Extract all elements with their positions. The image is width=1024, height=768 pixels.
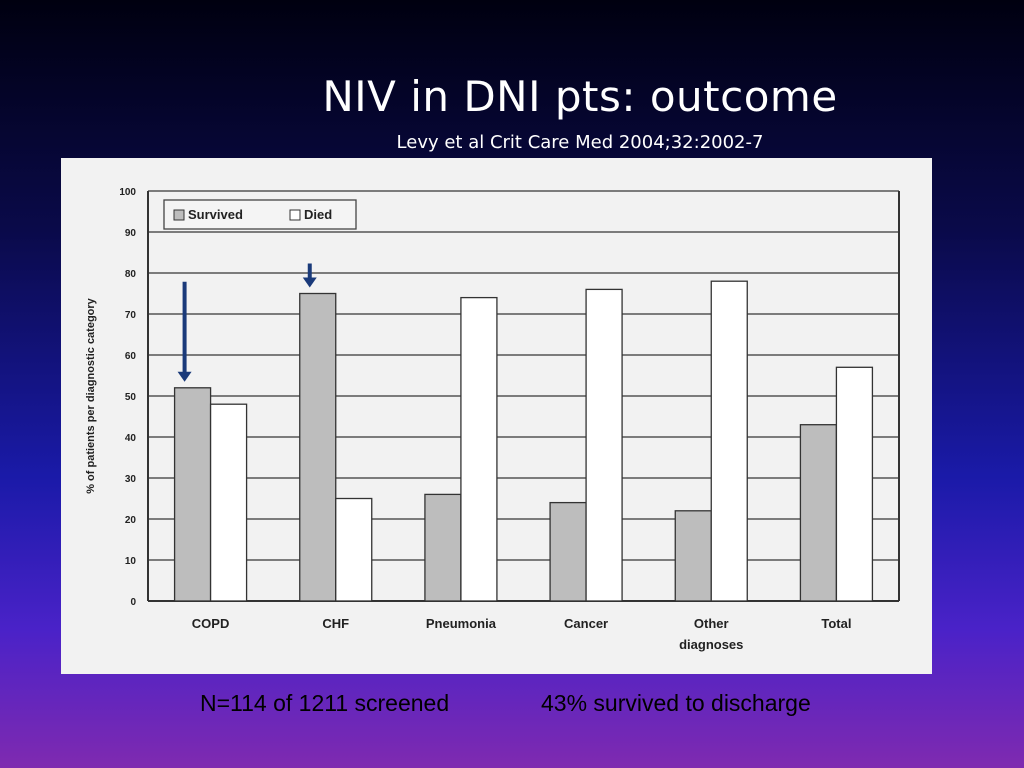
y-tick-label: 50 — [125, 392, 137, 403]
slide-title: NIV in DNI pts: outcome — [322, 72, 838, 121]
legend-swatch-survived — [173, 209, 185, 221]
x-tick-label: COPD — [192, 616, 230, 631]
slide-subtitle: Levy et al Crit Care Med 2004;32:2002-7 — [396, 132, 764, 153]
bar-died — [460, 296, 498, 602]
bar-survived — [674, 510, 712, 602]
legend-swatch-died — [289, 209, 301, 221]
y-tick-label: 40 — [125, 433, 137, 444]
y-tick-label: 90 — [125, 228, 137, 239]
annotation-arrow-head — [177, 371, 192, 382]
bar-died — [209, 403, 248, 602]
x-tick-label: Pneumonia — [426, 616, 497, 631]
screened-count-text: N=114 of 1211 screened — [200, 690, 450, 716]
x-tick-label: diagnoses — [679, 637, 743, 652]
bar-survived — [799, 424, 838, 602]
legend-box — [163, 199, 357, 230]
y-tick-label: 10 — [125, 556, 137, 567]
bar-died — [335, 497, 373, 602]
bar-survived — [549, 501, 587, 602]
y-tick-label: 100 — [119, 187, 136, 198]
y-tick-label: 0 — [130, 597, 136, 608]
x-tick-label: Total — [821, 616, 851, 631]
bar-survived — [424, 493, 462, 602]
bar-survived — [299, 292, 337, 602]
x-tick-label: Cancer — [564, 616, 608, 631]
legend-label-survived: Survived — [188, 207, 243, 222]
x-tick-label: CHF — [322, 616, 349, 631]
annotation-arrow-head — [302, 277, 317, 288]
x-tick-label: Other — [694, 616, 729, 631]
bar-chart: 0 10 20 30 40 50 60 70 80 90 100 % of patients per … — [85, 187, 900, 652]
bar-died — [710, 280, 748, 602]
y-tick-label: 80 — [125, 269, 137, 280]
y-tick-label: 20 — [125, 515, 137, 526]
y-axis-label: % of patients per diagnostic category — [85, 297, 97, 493]
bar-died — [835, 366, 874, 602]
survival-summary-text: 43% survived to discharge — [541, 690, 811, 716]
y-tick-label: 60 — [125, 351, 137, 362]
y-tick-label: 30 — [125, 474, 137, 485]
y-tick-label: 70 — [125, 310, 137, 321]
chart-figure: 0 10 20 30 40 50 60 70 80 90 100 % of patients per … — [61, 158, 932, 674]
bar-survived — [173, 387, 212, 602]
bar-died — [585, 288, 623, 602]
legend-label-died: Died — [304, 207, 332, 222]
